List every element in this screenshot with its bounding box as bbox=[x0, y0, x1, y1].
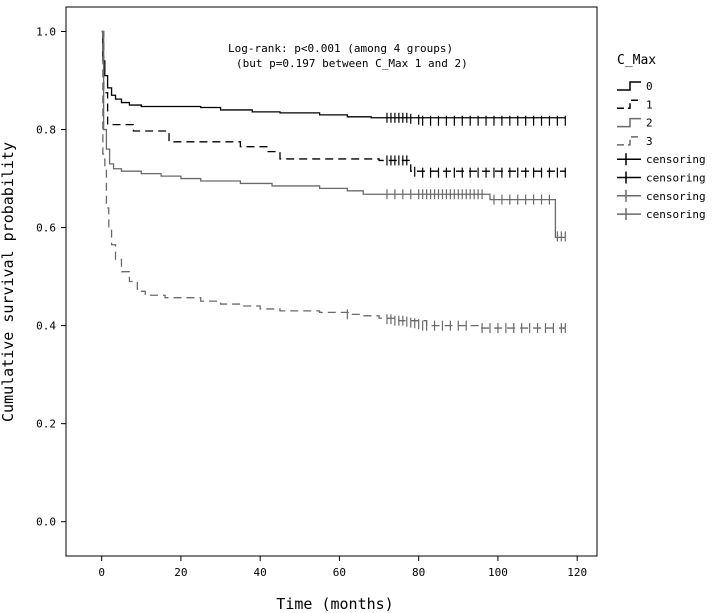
series-2-line bbox=[101, 30, 566, 239]
legend-label: censoring bbox=[646, 208, 706, 221]
series-layer bbox=[101, 30, 566, 329]
legend-label: 1 bbox=[646, 98, 653, 111]
legend-label: 0 bbox=[646, 80, 653, 93]
x-tick-label: 120 bbox=[567, 566, 587, 579]
x-tick-label: 80 bbox=[412, 566, 425, 579]
x-tick-label: 60 bbox=[333, 566, 346, 579]
y-tick-label: 0.6 bbox=[36, 222, 56, 235]
censor-layer bbox=[346, 112, 566, 334]
series-1-line bbox=[101, 30, 566, 173]
y-axis: 0.0 0.2 0.4 0.6 0.8 1.0 bbox=[36, 26, 66, 529]
x-axis-title: Time (months) bbox=[276, 595, 393, 613]
y-tick-label: 0.8 bbox=[36, 124, 56, 137]
x-tick-label: 100 bbox=[488, 566, 508, 579]
annotation-line-2: (but p=0.197 between C_Max 1 and 2) bbox=[236, 57, 468, 70]
legend-title: C_Max bbox=[617, 53, 656, 68]
annotation-line-1: Log-rank: p<0.001 (among 4 groups) bbox=[228, 42, 453, 55]
legend-label: censoring bbox=[646, 172, 706, 185]
legend-label: 2 bbox=[646, 117, 653, 130]
x-tick-label: 40 bbox=[254, 566, 267, 579]
y-tick-label: 0.2 bbox=[36, 418, 56, 431]
series-3-line bbox=[101, 30, 566, 329]
y-tick-label: 0.0 bbox=[36, 516, 56, 529]
y-tick-label: 1.0 bbox=[36, 26, 56, 39]
legend-swatch-3 bbox=[617, 136, 641, 146]
legend-swatch-1 bbox=[617, 99, 641, 110]
x-axis: 0 20 40 60 80 100 120 bbox=[98, 556, 587, 579]
legend-label: censoring bbox=[646, 190, 706, 203]
legend-items: 0 1 2 3 censoring censoring censoring censoring bbox=[617, 80, 706, 221]
legend-label: censoring bbox=[646, 153, 706, 166]
legend-label: 3 bbox=[646, 135, 653, 148]
x-tick-label: 0 bbox=[98, 566, 105, 579]
y-tick-label: 0.4 bbox=[36, 320, 56, 333]
series-0-line bbox=[101, 30, 566, 119]
plot-area-frame bbox=[65, 6, 598, 557]
legend-swatch-2 bbox=[617, 117, 641, 128]
y-axis-title: Cumulative survival probability bbox=[0, 142, 17, 422]
x-tick-label: 20 bbox=[174, 566, 187, 579]
legend: C_Max 0 1 2 3 censoring censoring censoring cen… bbox=[617, 53, 706, 221]
legend-swatch-0 bbox=[617, 81, 641, 91]
